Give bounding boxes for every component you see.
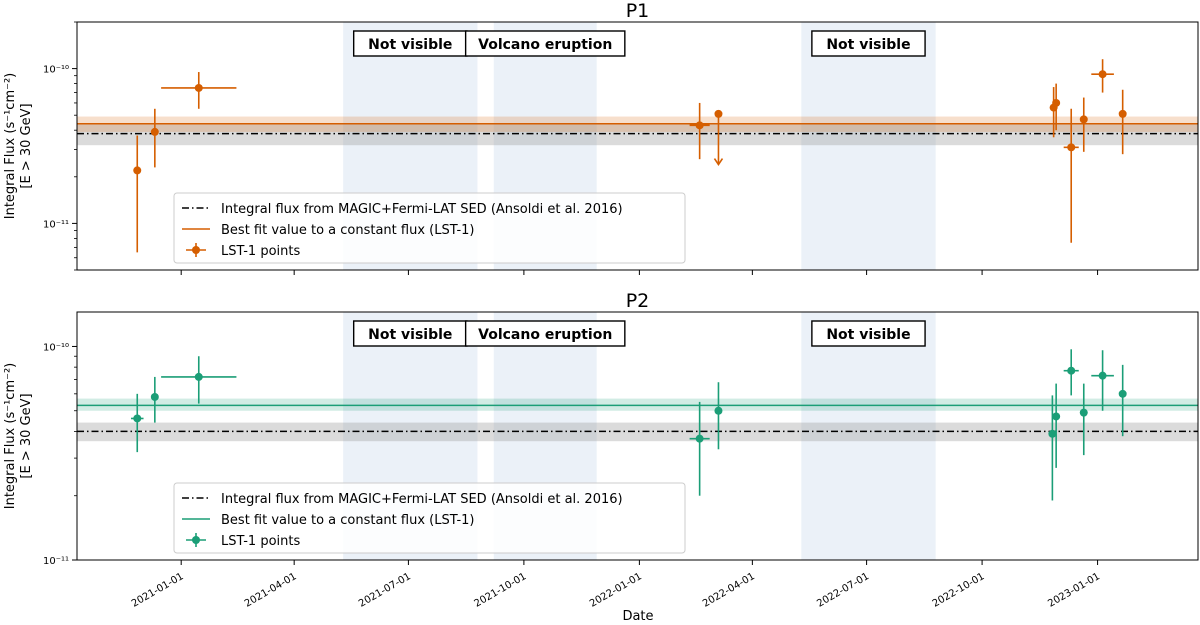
legend-marker (192, 536, 200, 544)
x-tick-label: 2022-01-01 (588, 571, 644, 610)
y-axis-label-line2: [E > 30 GeV] (19, 393, 34, 478)
legend-box (173, 482, 686, 554)
shaded-period-band (801, 22, 936, 270)
legend-reference-label: Integral flux from MAGIC+Fermi-LAT SED (… (221, 202, 623, 217)
legend-fit-label: Best fit value to a constant flux (LST-1… (221, 223, 475, 238)
data-marker (194, 83, 203, 92)
shaded-period-band (801, 312, 936, 560)
data-point (1063, 349, 1079, 396)
data-point (1091, 59, 1114, 93)
legend-box (173, 192, 686, 264)
period-label: Volcano eruption (478, 327, 612, 343)
legend-points-label: LST-1 points (221, 534, 300, 549)
data-marker (1067, 366, 1076, 375)
data-point (1063, 108, 1079, 243)
data-marker (194, 372, 203, 381)
plot-area (77, 22, 1198, 270)
upper-limit-arrow (713, 158, 724, 166)
data-point (161, 356, 237, 404)
data-point (1052, 383, 1061, 468)
x-tick-label: 2022-10-01 (931, 571, 987, 610)
x-tick-label: 2023-01-01 (1046, 571, 1102, 610)
data-marker (1048, 429, 1057, 438)
plot-frame (76, 311, 1199, 561)
plot-frame (76, 21, 1199, 271)
data-point (130, 393, 144, 453)
data-marker (695, 434, 704, 443)
data-marker (1098, 371, 1107, 380)
period-label: Not visible (826, 327, 910, 343)
legend-points-swatch (186, 243, 206, 257)
data-point (1052, 83, 1061, 131)
reference-uncertainty-band (77, 422, 1198, 442)
y-tick-label: 10⁻¹¹ (43, 219, 69, 230)
period-label-box (352, 30, 468, 57)
panel-title: P2 (626, 290, 650, 312)
data-marker (1067, 143, 1076, 152)
legend-points-label: LST-1 points (221, 244, 300, 259)
data-marker (1118, 109, 1127, 118)
data-marker (1079, 408, 1088, 417)
panel-p1: Not visible Volcano eruption Not visible 10… (3, 0, 1199, 275)
period-label-box (464, 30, 626, 57)
data-marker (714, 406, 723, 415)
period-label: Not visible (826, 37, 910, 53)
data-point (150, 376, 159, 423)
y-axis-label-line2: [E > 30 GeV] (19, 103, 34, 188)
data-marker (1118, 389, 1127, 398)
y-axis-label-line1: Integral Flux (s⁻¹cm⁻²) (3, 363, 18, 510)
panel-title: P1 (626, 0, 650, 22)
reference-uncertainty-band (77, 123, 1198, 146)
data-marker (150, 392, 159, 401)
x-tick-label: 2021-10-01 (473, 571, 529, 610)
data-point (1118, 364, 1127, 437)
data-point (689, 102, 710, 160)
period-label-box (352, 320, 468, 347)
period-label-box (811, 30, 926, 57)
y-tick-label: 10⁻¹⁰ (43, 342, 69, 353)
data-marker (1098, 70, 1107, 79)
legend-fit-label: Best fit value to a constant flux (LST-1… (221, 513, 475, 528)
data-point (161, 72, 237, 109)
panel-p2: Not visible Volcano eruption Not visible 10… (3, 290, 1199, 610)
x-tick-label: 2021-01-01 (130, 571, 186, 610)
data-point (1079, 383, 1088, 456)
data-marker (1052, 412, 1061, 421)
legend-marker (192, 246, 200, 254)
data-point (1118, 89, 1127, 155)
x-tick-label: 2021-04-01 (243, 571, 299, 610)
x-tick-label: 2022-04-01 (701, 571, 757, 610)
y-tick-label: 10⁻¹¹ (43, 556, 69, 567)
x-tick-label: 2021-07-01 (357, 571, 413, 610)
data-point (150, 108, 159, 168)
period-label: Not visible (368, 37, 452, 53)
data-point (133, 135, 142, 253)
data-marker (714, 109, 723, 118)
data-point (1048, 395, 1057, 501)
data-marker (133, 414, 142, 423)
period-label: Not visible (368, 327, 452, 343)
legend-reference-label: Integral flux from MAGIC+Fermi-LAT SED (… (221, 492, 623, 507)
data-marker (1052, 98, 1061, 107)
x-tick-label: 2022-07-01 (815, 571, 871, 610)
period-label-box (464, 320, 626, 347)
period-label-box (811, 320, 926, 347)
data-marker (1079, 115, 1088, 124)
data-point (713, 109, 724, 166)
data-point (1091, 350, 1114, 411)
legend-points-swatch (186, 533, 206, 547)
y-axis-label-line1: Integral Flux (s⁻¹cm⁻²) (3, 73, 18, 220)
data-marker (133, 166, 142, 175)
data-point (1079, 97, 1088, 152)
data-point (714, 382, 723, 450)
data-marker (150, 127, 159, 136)
y-tick-label: 10⁻¹⁰ (43, 65, 69, 76)
x-axis-label: Date (622, 609, 653, 624)
data-point (689, 401, 710, 496)
period-label: Volcano eruption (478, 37, 612, 53)
data-marker (695, 121, 704, 130)
